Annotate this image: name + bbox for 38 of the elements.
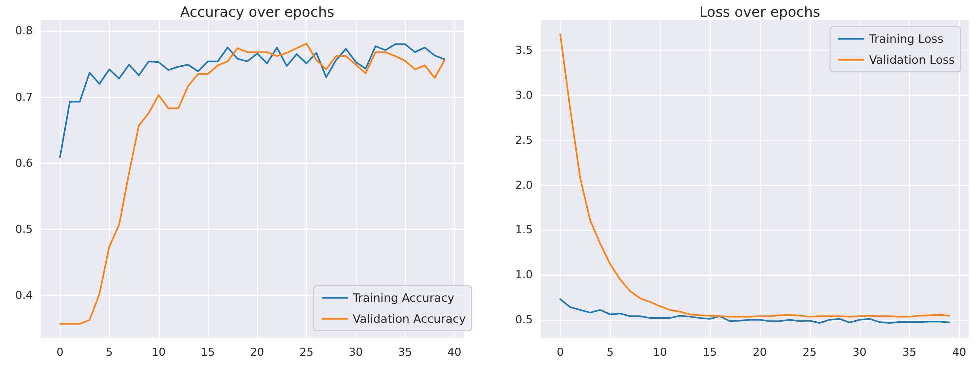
legend-label: Training Accuracy [352,291,455,305]
y-tick-label: 0.7 [16,90,33,104]
x-tick-label: 30 [852,346,867,359]
y-tick-label: 1.5 [516,224,533,237]
x-tick-label: 0 [56,346,64,359]
x-tick-label: 10 [653,346,668,359]
y-tick-label: 0.4 [16,289,33,302]
x-tick-label: 5 [606,346,614,359]
y-tick-label: 0.6 [16,156,33,170]
x-tick-label: 40 [448,346,462,359]
x-tick-label: 15 [201,346,216,359]
x-tick-label: 30 [349,346,364,359]
chart-title: Loss over epochs [700,5,820,21]
y-tick-label: 0.8 [16,24,33,38]
x-tick-label: 20 [250,346,264,359]
x-tick-label: 35 [398,346,412,359]
legend-label: Validation Accuracy [353,312,466,326]
x-tick-label: 35 [902,346,917,359]
line-series [560,298,950,324]
x-tick-label: 40 [952,346,967,359]
x-tick-label: 0 [556,346,564,359]
y-tick-label: 2.5 [516,134,533,147]
y-tick-label: 1.0 [516,268,533,282]
x-tick-label: 15 [703,346,718,359]
chart-title: Accuracy over epochs [180,5,334,21]
line-series [59,44,446,158]
x-tick-label: 20 [752,346,767,359]
legend-label: Validation Loss [869,53,956,67]
y-tick-label: 2.0 [516,178,533,192]
y-tick-label: 0.5 [16,223,33,236]
y-tick-label: 3.5 [516,44,533,58]
legend-label: Training Loss [868,32,944,46]
x-tick-label: 10 [152,346,166,359]
x-tick-label: 25 [802,346,817,359]
x-tick-label: 5 [106,346,114,359]
x-tick-label: 25 [300,346,314,359]
y-tick-label: 0.5 [516,314,533,327]
y-tick-label: 3.0 [516,88,533,102]
